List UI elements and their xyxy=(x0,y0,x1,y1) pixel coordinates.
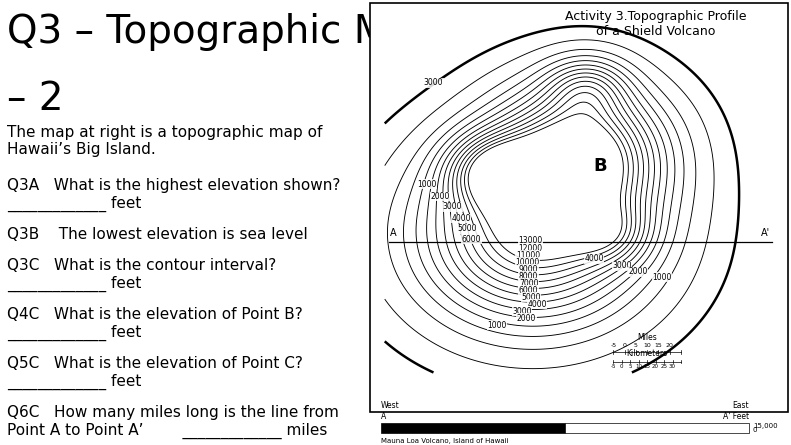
Text: 20: 20 xyxy=(652,364,659,369)
Text: 4000: 4000 xyxy=(528,299,547,309)
Text: B: B xyxy=(594,157,607,174)
Text: 5000: 5000 xyxy=(457,224,477,233)
Text: Mauna Loa Volcano, Island of Hawaii: Mauna Loa Volcano, Island of Hawaii xyxy=(380,438,508,444)
Text: 12000: 12000 xyxy=(519,244,543,253)
Text: 3000: 3000 xyxy=(612,261,631,270)
Text: Q3C   What is the contour interval?
_____________ feet: Q3C What is the contour interval? ______… xyxy=(7,258,277,292)
Text: Q5C   What is the elevation of Point C?
_____________ feet: Q5C What is the elevation of Point C? __… xyxy=(7,356,303,390)
Text: 2000: 2000 xyxy=(517,314,536,323)
Text: East
A' Feet: East A' Feet xyxy=(722,401,749,421)
Text: 6000: 6000 xyxy=(519,286,539,295)
Text: Miles: Miles xyxy=(638,333,657,342)
Text: 10: 10 xyxy=(635,364,642,369)
Bar xyxy=(565,423,749,433)
Text: Q3A   What is the highest elevation shown?
_____________ feet: Q3A What is the highest elevation shown?… xyxy=(7,178,341,212)
FancyBboxPatch shape xyxy=(370,3,788,412)
Bar xyxy=(380,423,565,433)
Text: -5: -5 xyxy=(610,343,616,348)
Text: 30: 30 xyxy=(669,364,676,369)
Text: Kilometers: Kilometers xyxy=(626,349,668,358)
Text: The map at right is a topographic map of
Hawaii’s Big Island.: The map at right is a topographic map of… xyxy=(7,125,323,157)
Text: West
A: West A xyxy=(380,401,399,421)
Text: 2000: 2000 xyxy=(430,192,449,201)
Text: -5: -5 xyxy=(611,364,616,369)
Text: 0: 0 xyxy=(620,364,623,369)
Text: Activity 3.Topographic Profile
of a Shield Volcano: Activity 3.Topographic Profile of a Shie… xyxy=(565,10,747,38)
Text: 5: 5 xyxy=(634,343,638,348)
Text: 13000: 13000 xyxy=(519,236,543,245)
Text: 3000: 3000 xyxy=(513,307,532,316)
Text: 4000: 4000 xyxy=(451,214,471,223)
Text: 0: 0 xyxy=(753,427,758,433)
Text: 1000: 1000 xyxy=(653,273,672,282)
Text: 2000: 2000 xyxy=(628,267,648,276)
Text: 15,000: 15,000 xyxy=(753,423,778,429)
Text: 10000: 10000 xyxy=(516,258,540,267)
Text: 0: 0 xyxy=(623,343,626,348)
Text: A: A xyxy=(390,228,396,238)
Text: 15: 15 xyxy=(654,343,662,348)
Text: 5: 5 xyxy=(628,364,632,369)
Text: 25: 25 xyxy=(660,364,668,369)
Text: – 2: – 2 xyxy=(7,80,64,118)
Text: 4000: 4000 xyxy=(585,254,604,263)
Text: 8000: 8000 xyxy=(519,271,539,280)
Text: Q3 – Topographic Maps: Q3 – Topographic Maps xyxy=(7,13,456,51)
Text: 15: 15 xyxy=(644,364,651,369)
Text: 3000: 3000 xyxy=(424,78,443,87)
Text: 1000: 1000 xyxy=(418,180,437,189)
Text: A': A' xyxy=(761,228,770,238)
Text: 11000: 11000 xyxy=(516,251,539,260)
Text: 1000: 1000 xyxy=(487,321,506,330)
Text: 7000: 7000 xyxy=(519,279,539,287)
Text: 3000: 3000 xyxy=(443,202,462,211)
Text: 10: 10 xyxy=(643,343,651,348)
Text: 20: 20 xyxy=(666,343,674,348)
Text: Q3B    The lowest elevation is sea level: Q3B The lowest elevation is sea level xyxy=(7,227,308,242)
Text: Q6C   How many miles long is the line from
Point A to Point A’        __________: Q6C How many miles long is the line from… xyxy=(7,405,339,439)
Text: 5000: 5000 xyxy=(521,293,540,302)
Text: Q4C   What is the elevation of Point B?
_____________ feet: Q4C What is the elevation of Point B? __… xyxy=(7,307,303,341)
Text: 6000: 6000 xyxy=(462,235,481,244)
Text: 9000: 9000 xyxy=(519,264,539,274)
